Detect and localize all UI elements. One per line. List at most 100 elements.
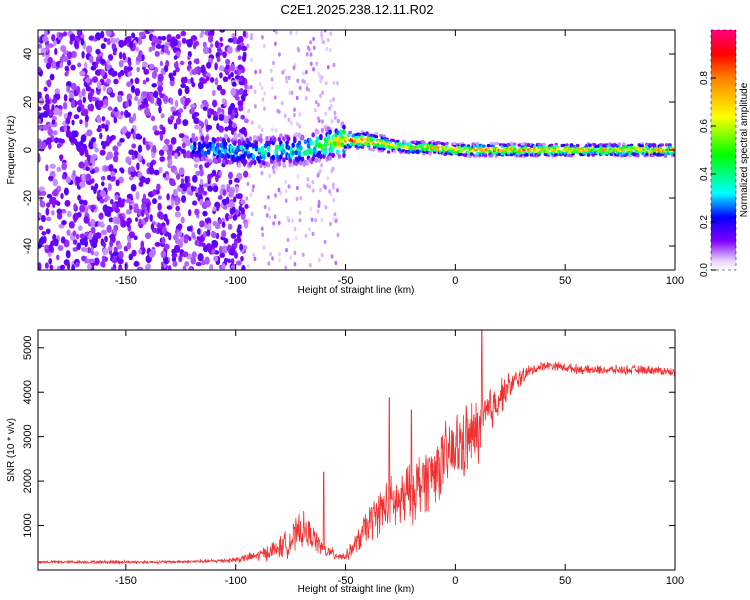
- spectrogram-cell: [115, 179, 120, 187]
- spectrogram-cell: [142, 91, 148, 97]
- spectrogram-cell: [44, 93, 50, 101]
- spectrogram-cell: [372, 145, 377, 149]
- spectrogram-cell: [374, 131, 379, 136]
- spectrogram-cell: [101, 255, 106, 263]
- spectrogram-cell: [303, 139, 308, 145]
- spectrogram-cell: [308, 227, 311, 232]
- spectrogram-cell: [159, 132, 164, 142]
- spectrogram-cell: [221, 245, 228, 254]
- spectrogram-cell: [269, 68, 273, 74]
- spectrogram-cell: [235, 186, 239, 194]
- spectrogram-cell: [211, 240, 218, 245]
- spectrogram-cell: [152, 145, 157, 153]
- spectrogram-cell: [263, 149, 268, 155]
- spectrogram-cell: [56, 143, 61, 149]
- spectrogram-cell: [65, 250, 71, 259]
- spectrogram-cell: [210, 30, 215, 37]
- spectrogram-cell: [319, 133, 323, 140]
- snr-frame: [37, 329, 676, 571]
- spectrogram-cell: [208, 158, 212, 164]
- spectrogram-cell: [288, 90, 292, 95]
- spectrogram-cell: [46, 216, 52, 222]
- figure-title: C2E1.2025.238.12.11.R02: [281, 2, 434, 17]
- spectrogram-cell: [479, 146, 483, 150]
- spectrogram-cell: [38, 97, 45, 106]
- spectrogram-cell: [329, 221, 332, 227]
- spectrogram-cell: [651, 147, 655, 151]
- spectrogram-cell: [206, 124, 213, 131]
- spectrogram-cell: [197, 141, 202, 147]
- spectrogram-cell: [289, 120, 293, 126]
- spectrogram-cell: [153, 125, 158, 131]
- spectrogram-cell: [333, 212, 337, 217]
- snr-y-tick-label: 4000: [22, 380, 34, 404]
- spectrogram-cell: [112, 250, 119, 257]
- spectrogram-cell: [589, 148, 594, 152]
- spectrogram-cell: [163, 64, 169, 73]
- spectrogram-cell: [294, 132, 299, 138]
- spectrogram-cell: [340, 142, 345, 148]
- spectrogram-cell: [38, 153, 41, 162]
- spectrogram-cell: [93, 257, 100, 266]
- spectrogram-cell: [245, 196, 249, 201]
- spectrogram-cell: [96, 127, 102, 133]
- spectrogram-cell: [277, 161, 282, 167]
- spectrogram-cell: [272, 169, 276, 174]
- spectrogram-cell: [153, 130, 160, 136]
- spectrogram-cell: [85, 166, 90, 172]
- spectrogram-cell: [115, 216, 121, 225]
- spectrogram-panel: -150 -100 -50 0 50 100 -40 -20 0 20 40 Height of …: [6, 29, 684, 296]
- spectrogram-cell: [236, 155, 240, 162]
- spectrogram-cell: [175, 66, 180, 73]
- spectrogram-cell: [371, 148, 376, 152]
- spectrogram-cell: [51, 33, 56, 42]
- spectrogram-cell: [240, 114, 246, 120]
- spectrogram-cell: [128, 231, 136, 239]
- spectrogram-cell: [252, 184, 255, 189]
- spectrogram-cell: [126, 241, 132, 250]
- spectrogram-cell: [235, 260, 242, 266]
- spectrogram-cell: [102, 247, 109, 256]
- spectrogram-cell: [158, 87, 162, 96]
- spectrogram-cell: [158, 105, 162, 114]
- spectrogram-cell: [483, 153, 488, 157]
- spectrogram-cell: [497, 152, 502, 156]
- spectrogram-cell: [251, 153, 256, 159]
- spectrogram-cell: [342, 152, 346, 158]
- spectrogram-cell: [228, 171, 233, 180]
- spectrogram-cell: [301, 78, 305, 84]
- spectrogram-cell: [157, 222, 162, 229]
- spectrogram-cell: [190, 144, 194, 150]
- spectrogram-x-tick-label: -50: [338, 275, 354, 287]
- spectrogram-cell: [469, 152, 474, 156]
- spectrogram-cell: [106, 224, 112, 233]
- spectrogram-cell: [125, 209, 131, 215]
- snr-x-ticks: -150 -100 -50 0 50 100: [115, 330, 684, 587]
- spectrogram-cell: [104, 235, 108, 243]
- spectrogram-cell: [312, 45, 316, 50]
- spectrogram-cell: [117, 114, 124, 120]
- spectrogram-cell: [147, 94, 152, 102]
- spectrogram-cell: [174, 244, 180, 252]
- spectrogram-cell: [194, 239, 200, 246]
- spectrogram-cell: [293, 262, 297, 267]
- spectrogram-cell: [76, 30, 82, 35]
- spectrogram-cell: [63, 187, 69, 196]
- spectrogram-cell: [339, 129, 343, 135]
- spectrogram-cell: [658, 153, 663, 157]
- spectrogram-cell: [136, 162, 140, 171]
- spectrogram-cell: [274, 128, 278, 133]
- snr-plot-area: [38, 330, 675, 570]
- spectrogram-cell: [79, 238, 86, 246]
- spectrogram-cell: [222, 51, 227, 59]
- spectrogram-cell: [72, 230, 77, 237]
- spectrogram-cell: [227, 223, 233, 230]
- spectrogram-cell: [422, 140, 426, 144]
- spectrogram-cell: [163, 259, 169, 265]
- spectrogram-cell: [41, 231, 47, 236]
- spectrogram-cell: [40, 236, 46, 245]
- spectrogram-cell: [228, 179, 233, 185]
- spectrogram-cell: [41, 141, 47, 150]
- spectrogram-cell: [131, 32, 136, 39]
- spectrogram-cell: [354, 135, 359, 139]
